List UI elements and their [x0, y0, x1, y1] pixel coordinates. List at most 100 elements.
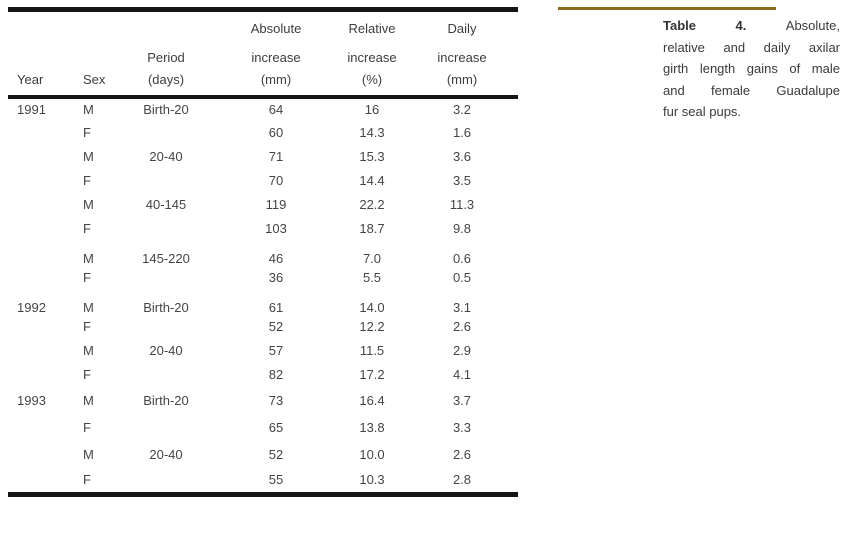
table-row: F 52 12.2 2.6 [8, 315, 518, 339]
header-cell-period [118, 10, 214, 39]
cell-relative: 18.7 [359, 221, 385, 236]
header-cell-absolute: increase [251, 49, 301, 65]
cell-absolute: 57 [268, 343, 284, 358]
cell-absolute: 46 [268, 250, 284, 266]
cell-sex: M [83, 102, 94, 117]
table-header: Absolute Relative Daily Period increase incre… [8, 10, 518, 99]
cell-daily: 3.3 [452, 419, 472, 435]
header-cell-daily: Daily [447, 20, 477, 36]
header-cell-sex: Sex [74, 67, 118, 99]
cell-sex: M [83, 197, 94, 212]
cell-absolute: 52 [268, 319, 284, 334]
cell-daily: 1.6 [452, 125, 472, 140]
table-row: M 20-40 71 15.3 3.6 [8, 145, 518, 169]
cell-period: 20-40 [149, 343, 183, 358]
cell-year [8, 414, 74, 441]
table-row: M 40-145 119 22.2 11.3 [8, 193, 518, 217]
cell-period: 40-145 [145, 197, 187, 212]
cell-daily: 11.3 [449, 197, 475, 212]
header-cell-sex [74, 39, 118, 68]
header-cell-year [8, 10, 74, 39]
cell-year: 1991 [17, 102, 46, 117]
table-row: F 103 18.7 9.8 [8, 217, 518, 241]
caption-line: relative and daily axilar [663, 39, 840, 55]
cell-absolute: 60 [268, 125, 284, 140]
cell-relative: 14.3 [359, 125, 385, 140]
cell-daily: 3.5 [452, 173, 472, 188]
cell-year [8, 468, 74, 495]
cell-year [8, 363, 74, 387]
cell-sex: F [83, 173, 91, 188]
caption-table-label: Table [663, 18, 696, 33]
table-row: F 60 14.3 1.6 [8, 121, 518, 145]
cell-absolute: 73 [268, 392, 284, 408]
cell-period [118, 315, 214, 339]
cell-relative: 22.2 [359, 197, 385, 212]
cell-daily: 4.1 [452, 367, 472, 382]
cell-year [8, 241, 74, 266]
cell-daily: 2.6 [452, 446, 472, 462]
cell-year: 1993 [17, 392, 46, 408]
cell-sex: F [83, 125, 91, 140]
cell-sex: M [83, 392, 94, 408]
cell-sex: F [83, 419, 91, 435]
cell-year [8, 145, 74, 169]
cell-daily: 2.9 [452, 343, 472, 358]
cell-relative: 11.5 [359, 343, 385, 358]
caption-line: fur seal pups. [663, 104, 742, 120]
cell-absolute: 71 [268, 149, 284, 164]
caption-first-line: Table 4. Absolute, [663, 15, 840, 37]
cell-sex: M [83, 250, 94, 266]
caption-table-number: 4. [735, 18, 747, 33]
cell-absolute: 70 [268, 173, 284, 188]
cell-daily: 2.6 [452, 319, 472, 334]
cell-sex: M [83, 446, 94, 462]
table-row: F 55 10.3 2.8 [8, 468, 518, 495]
cell-period [118, 169, 214, 193]
cell-period [118, 414, 214, 441]
cell-daily: 0.5 [452, 270, 472, 285]
cell-daily: 0.6 [452, 250, 472, 266]
table-row: 1993 M Birth-20 73 16.4 3.7 [8, 387, 518, 414]
cell-daily: 3.7 [452, 392, 472, 408]
cell-year [8, 315, 74, 339]
table-row: F 65 13.8 3.3 [8, 414, 518, 441]
header-cell-absolute: (mm) [214, 67, 338, 99]
cell-relative: 7.0 [362, 250, 382, 266]
cell-period [118, 468, 214, 495]
header-row: Year Sex (days) (mm) (%) (mm) [8, 67, 518, 99]
cell-sex: F [83, 472, 91, 488]
header-cell-relative: increase [347, 49, 397, 65]
header-cell-daily: (mm) [406, 67, 518, 99]
cell-relative: 16 [364, 102, 380, 117]
cell-relative: 16.4 [359, 392, 385, 408]
cell-absolute: 64 [268, 102, 284, 117]
cell-daily: 2.8 [452, 472, 472, 488]
cell-period [118, 217, 214, 241]
cell-absolute: 52 [268, 446, 284, 462]
cell-year [8, 266, 74, 290]
header-cell-absolute: Absolute [250, 20, 302, 36]
cell-period [118, 121, 214, 145]
cell-year [8, 121, 74, 145]
cell-sex: F [83, 367, 91, 382]
cell-relative: 13.8 [359, 419, 385, 435]
cell-period [118, 363, 214, 387]
table-row: M 20-40 52 10.0 2.6 [8, 441, 518, 468]
caption-lines: relative and daily axilar girth length ga… [663, 37, 840, 123]
cell-period: Birth-20 [143, 392, 189, 408]
cell-period: 20-40 [149, 149, 183, 164]
cell-absolute: 65 [268, 419, 284, 435]
header-cell-period: Period [147, 49, 185, 65]
cell-daily: 3.1 [452, 299, 472, 315]
cell-sex: M [83, 343, 94, 358]
cell-period: 145-220 [142, 250, 190, 266]
header-row: Period increase increase increase [8, 39, 518, 68]
header-row: Absolute Relative Daily [8, 10, 518, 39]
cell-period: Birth-20 [143, 299, 189, 315]
caption-first-text: Absolute, [785, 18, 840, 33]
table-container: Absolute Relative Daily Period increase incre… [8, 7, 518, 497]
header-cell-daily: increase [437, 49, 487, 65]
cell-daily: 3.6 [452, 149, 472, 164]
table-body: 1991 M Birth-20 64 16 3.2 F 60 14.3 1.6 M 20-40 71 15… [8, 97, 518, 495]
